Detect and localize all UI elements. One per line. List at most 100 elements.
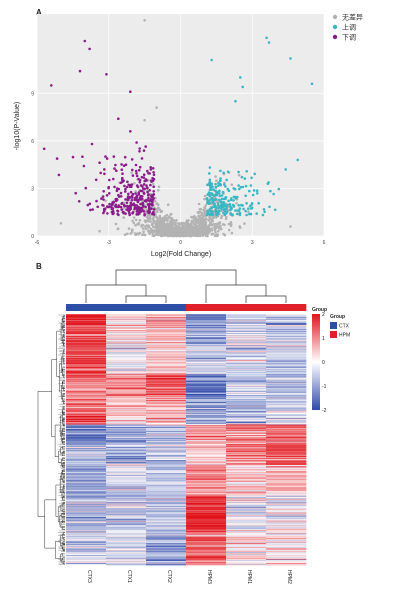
heatmap-cell [146, 506, 187, 508]
point-not-significant [166, 219, 169, 222]
heatmap-cell [186, 335, 227, 336]
heatmap-cell [186, 474, 227, 476]
heatmap-cell [106, 522, 147, 524]
heatmap-cell [186, 383, 227, 385]
heatmap-cell [66, 528, 107, 530]
heatmap-cell [106, 394, 147, 396]
heatmap-cell [226, 337, 267, 338]
heatmap-cell [226, 508, 267, 510]
heatmap-cell [266, 349, 307, 351]
heatmap-cell [106, 432, 147, 434]
point-up [210, 182, 214, 186]
heatmap-cell [66, 435, 107, 437]
heatmap-cell [106, 320, 147, 321]
heatmap-cell [226, 446, 267, 448]
heatmap-cell [186, 329, 227, 331]
point-down [152, 197, 155, 200]
heatmap-cell [66, 443, 107, 444]
point-down [123, 155, 127, 159]
heatmap-cell [106, 442, 147, 444]
point-up [208, 172, 211, 175]
point-down [138, 210, 142, 213]
point-down [134, 192, 137, 195]
heatmap-cell [106, 493, 147, 495]
heatmap-cell [186, 495, 227, 497]
heatmap-cell [106, 458, 147, 460]
heatmap-cell [106, 468, 147, 469]
heatmap-cell [146, 478, 187, 479]
heatmap-cell [226, 363, 267, 365]
heatmap-cell [186, 386, 227, 388]
heatmap-cell [66, 413, 107, 415]
heatmap-cell [226, 339, 267, 341]
heatmap-cell [226, 347, 267, 349]
point-up [233, 187, 237, 191]
heatmap-cell [106, 461, 147, 462]
heatmap-cell [66, 401, 107, 403]
point-down [137, 168, 141, 172]
heatmap-cell [266, 474, 307, 476]
heatmap-cell [106, 418, 147, 420]
heatmap-cell [266, 500, 307, 502]
heatmap-cell [226, 424, 267, 426]
point-down [130, 158, 134, 161]
heatmap-cell [226, 332, 267, 333]
heatmap-cell [226, 401, 267, 403]
heatmap-cell [226, 413, 267, 415]
heatmap-cell [106, 386, 147, 388]
heatmap-cell [66, 357, 107, 359]
heatmap-cell [266, 422, 307, 424]
heatmap-cell [266, 436, 307, 438]
heatmap-cell [186, 515, 227, 517]
point-up [209, 185, 212, 189]
heatmap-cell [266, 492, 307, 494]
point-not-significant [171, 221, 175, 225]
heatmap-cell [66, 455, 107, 456]
heatmap-cell [186, 374, 227, 376]
heatmap-cell [186, 348, 227, 349]
heatmap-cell [106, 415, 147, 417]
heatmap-cell [266, 347, 307, 348]
heatmap-cell [186, 430, 227, 432]
heatmap-cell [106, 437, 147, 439]
heatmap-cell [186, 340, 227, 341]
heatmap-cell [226, 509, 267, 511]
heatmap-cell [226, 461, 267, 463]
heatmap-cell [186, 517, 227, 519]
heatmap-cell [106, 386, 147, 388]
heatmap-cell [106, 368, 147, 370]
heatmap-cell [266, 385, 307, 387]
point-not-significant [163, 228, 166, 231]
point-up [217, 184, 220, 187]
heatmap-cell [106, 461, 147, 463]
heatmap-cell [186, 349, 227, 350]
heatmap-cell [186, 323, 227, 324]
heatmap-cell [266, 317, 307, 318]
heatmap-cell [146, 516, 187, 518]
point-down [144, 178, 148, 181]
heatmap-cell [186, 445, 227, 446]
heatmap-cell [146, 325, 187, 327]
heatmap-cell [226, 522, 267, 524]
heatmap-cell [266, 417, 307, 419]
heatmap-cell [106, 371, 147, 373]
heatmap-cell [226, 463, 267, 464]
heatmap-cell [66, 338, 107, 339]
heatmap-cell [66, 314, 107, 315]
heatmap-cell [146, 490, 187, 492]
heatmap-cell [266, 412, 307, 414]
heatmap-cell [66, 410, 107, 412]
point-not-significant [196, 231, 200, 235]
heatmap-cell [146, 452, 187, 453]
heatmap-cell [66, 417, 107, 419]
heatmap-cell [226, 345, 267, 347]
heatmap-cell [106, 524, 147, 526]
point-down [108, 192, 111, 195]
heatmap-cell [146, 424, 187, 426]
heatmap-cell [186, 390, 227, 392]
heatmap-cell [66, 402, 107, 404]
heatmap-cell [186, 421, 227, 423]
heatmap-cell [146, 452, 187, 454]
point-not-significant [167, 234, 171, 238]
heatmap-cell [146, 444, 187, 445]
